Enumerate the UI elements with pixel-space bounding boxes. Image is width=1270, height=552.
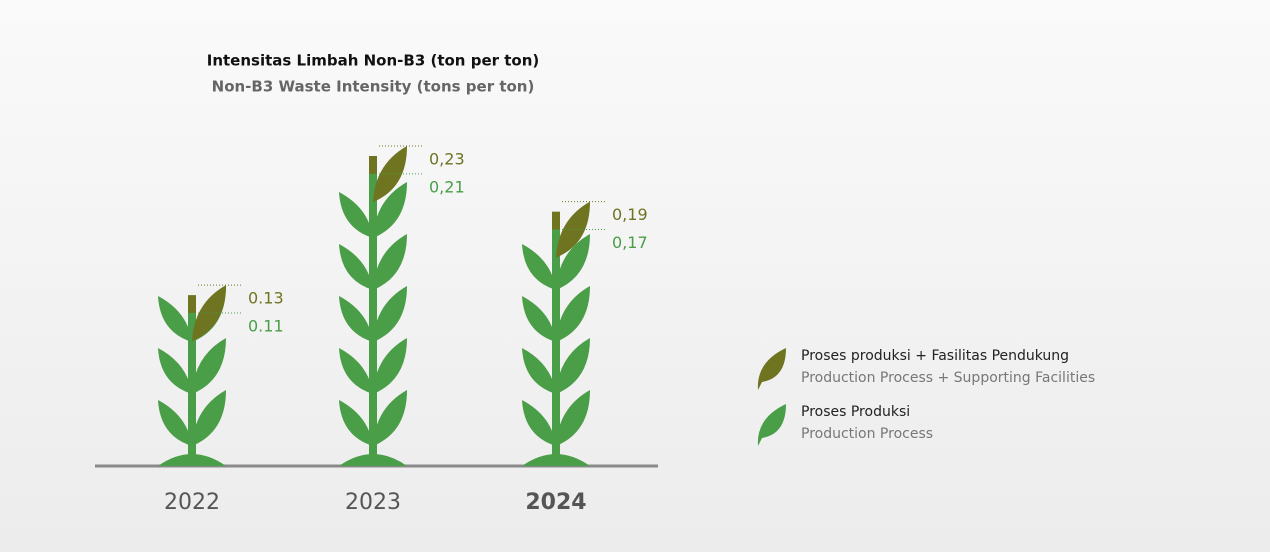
- leaf: [522, 400, 556, 446]
- leaf: [373, 182, 407, 238]
- leaf: [158, 348, 192, 394]
- legend-sublabel: Production Process: [801, 426, 933, 442]
- chart-subtitle: Non-B3 Waste Intensity (tons per ton): [212, 78, 535, 96]
- leaf: [339, 192, 373, 238]
- leaf: [522, 244, 556, 290]
- leaf: [556, 201, 590, 258]
- leaf: [339, 296, 373, 342]
- leaf: [373, 390, 407, 446]
- leaf: [192, 390, 226, 446]
- value-label: 0,21: [429, 177, 465, 196]
- value-label: 0,17: [612, 233, 648, 252]
- leaf: [373, 286, 407, 342]
- leaf: [556, 234, 590, 290]
- stem: [552, 229, 560, 466]
- legend-label: Proses produksi + Fasilitas Pendukung: [801, 348, 1069, 364]
- x-tick-label: 2022: [164, 490, 220, 515]
- leaf: [339, 244, 373, 290]
- x-tick-label: 2024: [525, 490, 586, 515]
- leaf: [339, 348, 373, 394]
- value-label: 0,19: [612, 205, 648, 224]
- leaf: [556, 286, 590, 342]
- leaf: [522, 296, 556, 342]
- value-label: 0.11: [248, 316, 284, 335]
- leaf: [556, 338, 590, 394]
- leaf: [373, 234, 407, 290]
- stem: [188, 312, 196, 466]
- stem: [369, 173, 377, 466]
- legend-sublabel: Production Process + Supporting Faciliti…: [801, 370, 1095, 386]
- legend-icon: [757, 404, 786, 446]
- x-tick-label: 2023: [345, 490, 401, 515]
- chart-title: Intensitas Limbah Non-B3 (ton per ton): [207, 52, 540, 70]
- leaf: [522, 348, 556, 394]
- leaf: [158, 400, 192, 446]
- leaf: [373, 146, 407, 202]
- leaf: [339, 400, 373, 446]
- leaf: [373, 338, 407, 394]
- value-label: 0.13: [248, 289, 284, 308]
- leaf: [158, 296, 192, 342]
- value-label: 0,23: [429, 150, 465, 169]
- legend-label: Proses Produksi: [801, 404, 910, 420]
- leaf: [556, 390, 590, 446]
- leaf: [192, 285, 226, 342]
- legend-icon: [757, 348, 786, 390]
- leaf: [192, 338, 226, 394]
